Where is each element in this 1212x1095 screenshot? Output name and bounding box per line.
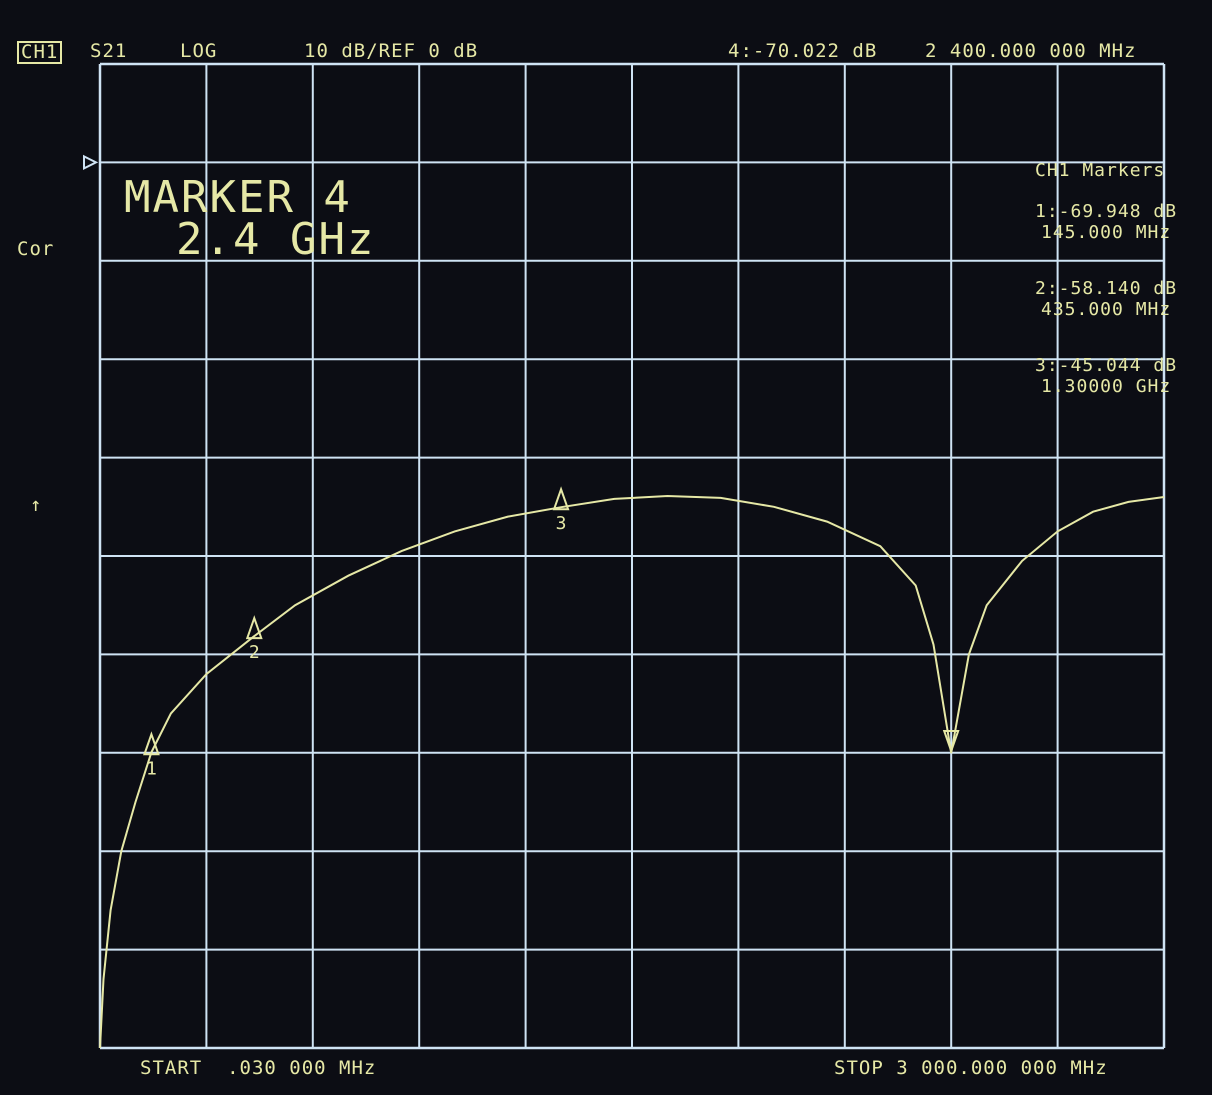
- marker-4-triangle-icon: [942, 730, 960, 755]
- scale-ref-label: 10 dB/REF 0 dB: [304, 40, 479, 62]
- active-marker-frequency: 2 400.000 000 MHz: [925, 40, 1137, 62]
- format-label: LOG: [180, 40, 218, 62]
- marker-3-frequency: 1.30000 GHz: [1041, 376, 1172, 397]
- marker-2-label: 2: [249, 642, 260, 663]
- marker-1-triangle-icon: [143, 731, 160, 756]
- channel-indicator[interactable]: CH1: [17, 41, 63, 64]
- trace-markers: 1 2 3: [143, 486, 960, 779]
- active-marker-value: 4:-70.022 dB: [728, 40, 878, 62]
- marker-2-frequency: 435.000 MHz: [1041, 299, 1172, 320]
- marker-1-frequency: 145.000 MHz: [1041, 222, 1172, 243]
- marker-3-triangle-icon: [552, 486, 570, 511]
- marker-3-value: 3:-45.044 dB: [1035, 355, 1178, 376]
- marker-1-label: 1: [146, 758, 157, 779]
- marker-3-label: 3: [556, 513, 567, 534]
- stop-frequency: STOP 3 000.000 000 MHz: [834, 1057, 1108, 1079]
- marker-1-value: 1:-69.948 dB: [1035, 201, 1178, 222]
- marker-2-value: 2:-58.140 dB: [1035, 278, 1178, 299]
- marker-overlay-title: MARKER 4: [124, 172, 352, 223]
- marker-overlay-frequency: 2.4 GHz: [176, 214, 376, 265]
- reference-level-marker: [83, 154, 99, 171]
- reference-pointer-icon: [83, 154, 99, 171]
- start-frequency: START .030 000 MHz: [140, 1057, 377, 1079]
- s21-trace: [99, 494, 1165, 1049]
- correction-indicator: Cor: [17, 238, 55, 260]
- plot-grid: [98, 62, 1166, 1050]
- marker-table-title: CH1 Markers: [1035, 160, 1166, 181]
- parameter-label: S21: [90, 40, 128, 62]
- up-arrow-icon: ↑: [30, 494, 43, 516]
- marker-2-triangle-icon: [245, 615, 263, 640]
